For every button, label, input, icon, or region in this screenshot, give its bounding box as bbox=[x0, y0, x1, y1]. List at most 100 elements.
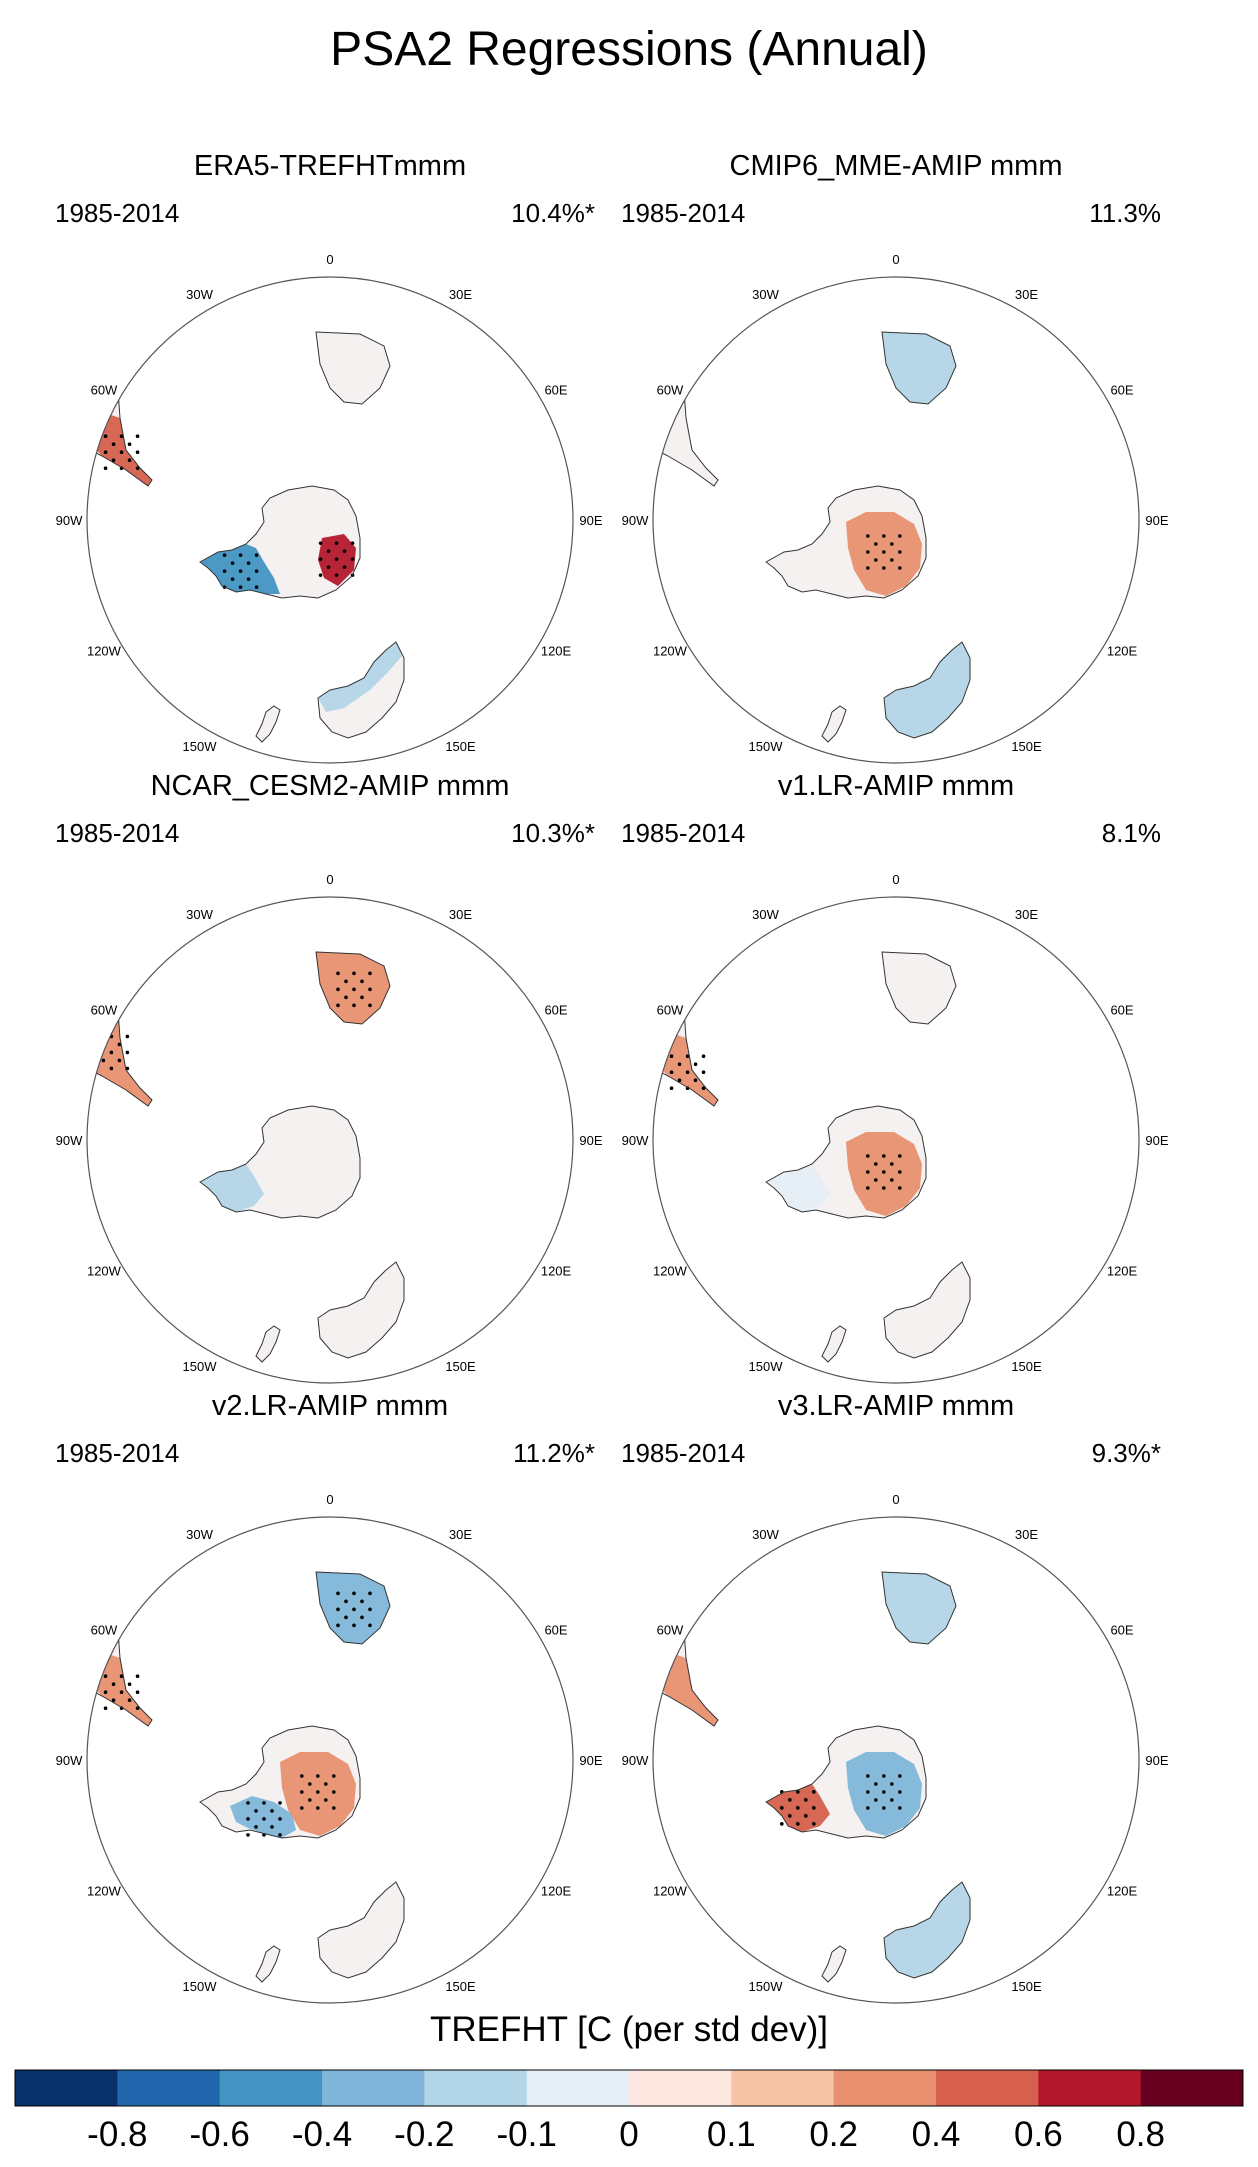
significance-dot bbox=[318, 541, 323, 545]
map-panel: CMIP6_MME-AMIP mmm 1985-2014 11.3% 0 30E 60E 9… bbox=[596, 150, 1196, 764]
significance-dot bbox=[796, 1790, 800, 1794]
longitude-label: 150E bbox=[445, 1359, 476, 1374]
significance-dot bbox=[127, 1682, 132, 1687]
panel-period: 1985-2014 bbox=[621, 198, 746, 228]
panel-title: v3.LR-AMIP mmm bbox=[777, 1390, 1015, 1422]
significance-dot bbox=[109, 1050, 114, 1055]
longitude-label: 60W bbox=[91, 383, 118, 398]
polar-map: 030E60E90E120E150E180150W120W90W60W30W bbox=[56, 872, 603, 1384]
longitude-label: 30W bbox=[752, 1527, 779, 1542]
significance-dot bbox=[135, 434, 140, 439]
significance-dot bbox=[352, 1003, 356, 1008]
significance-dot bbox=[308, 1798, 312, 1802]
significance-dot bbox=[368, 987, 372, 992]
longitude-label: 150W bbox=[749, 739, 784, 754]
significance-dot bbox=[246, 1801, 250, 1805]
significance-dot bbox=[119, 450, 124, 455]
coastline bbox=[255, 705, 281, 743]
anomaly-region bbox=[280, 1752, 356, 1836]
significance-dot bbox=[882, 550, 886, 554]
coastline bbox=[255, 1325, 281, 1363]
significance-dot bbox=[352, 1607, 356, 1612]
significance-dot bbox=[278, 1801, 282, 1805]
significance-dot bbox=[352, 1591, 356, 1596]
anomaly-region bbox=[882, 332, 956, 404]
significance-dot bbox=[119, 1690, 124, 1695]
significance-dot bbox=[103, 1706, 108, 1711]
land-base bbox=[256, 1326, 280, 1362]
significance-dot bbox=[316, 1806, 320, 1810]
colorbar-swatch bbox=[936, 2070, 1039, 2106]
colorbar-tick-label: 0.2 bbox=[809, 2115, 858, 2154]
coastline bbox=[315, 951, 391, 1025]
panel-variance: 11.3% bbox=[1089, 198, 1161, 228]
longitude-label: 90W bbox=[622, 1133, 649, 1148]
significance-dot bbox=[230, 577, 235, 581]
coastline bbox=[765, 485, 927, 599]
panel-variance: 10.3%* bbox=[511, 818, 595, 848]
colorbar-tick-label: 0.1 bbox=[707, 2115, 756, 2154]
longitude-label: 30W bbox=[752, 287, 779, 302]
longitude-label: 120E bbox=[1107, 644, 1138, 659]
significance-dot bbox=[866, 1774, 870, 1778]
longitude-label: 30E bbox=[1015, 1527, 1038, 1542]
coastline bbox=[199, 485, 361, 599]
significance-dot bbox=[222, 553, 227, 557]
significance-dot bbox=[238, 569, 243, 573]
significance-dot bbox=[352, 1623, 356, 1628]
significance-dot bbox=[898, 550, 902, 554]
significance-dot bbox=[352, 971, 356, 976]
panel-period: 1985-2014 bbox=[55, 198, 180, 228]
coastline bbox=[317, 641, 405, 739]
longitude-label: 90E bbox=[1145, 513, 1168, 528]
significance-dot bbox=[890, 1162, 894, 1166]
coastline bbox=[315, 331, 391, 405]
colorbar-tick-label: 0.8 bbox=[1116, 2115, 1165, 2154]
significance-dot bbox=[788, 1798, 792, 1802]
significance-dot bbox=[93, 1034, 98, 1039]
coastline bbox=[315, 1571, 391, 1645]
significance-dot bbox=[866, 534, 870, 538]
map-panel: NCAR_CESM2-AMIP mmm 1985-2014 10.3%* 0 30E 60… bbox=[30, 770, 630, 1384]
significance-dot bbox=[882, 1774, 886, 1778]
colorbar-swatch bbox=[731, 2070, 835, 2106]
significance-dot bbox=[874, 558, 878, 562]
significance-dot bbox=[874, 1178, 878, 1182]
significance-dot bbox=[300, 1790, 304, 1794]
significance-dot bbox=[882, 1806, 886, 1810]
longitude-label: 60E bbox=[1110, 383, 1133, 398]
panel-title: CMIP6_MME-AMIP mmm bbox=[729, 150, 1063, 182]
significance-dot bbox=[701, 1070, 706, 1075]
significance-dot bbox=[780, 1806, 784, 1810]
significance-dot bbox=[117, 1058, 122, 1063]
longitude-label: 30W bbox=[186, 287, 213, 302]
anomaly-region bbox=[200, 544, 280, 594]
significance-dot bbox=[898, 1790, 902, 1794]
longitude-label: 120W bbox=[87, 1264, 122, 1279]
longitude-label: 90E bbox=[579, 513, 602, 528]
significance-dot bbox=[111, 442, 116, 447]
significance-dot bbox=[111, 1698, 116, 1703]
significance-dot bbox=[368, 971, 372, 976]
colorbar-swatch bbox=[15, 2070, 118, 2106]
longitude-label: 120W bbox=[87, 644, 122, 659]
significance-dot bbox=[344, 1599, 348, 1604]
polar-map: 030E60E90E120E150E180150W120W90W60W30W bbox=[56, 252, 603, 764]
significance-dot bbox=[780, 1822, 784, 1826]
significance-dot bbox=[866, 1170, 870, 1174]
colorbar-title: TREFHT [C (per std dev)] bbox=[429, 2010, 829, 2049]
longitude-label: 90W bbox=[56, 1133, 83, 1148]
significance-dot bbox=[866, 550, 870, 554]
longitude-label: 120W bbox=[653, 1884, 688, 1899]
significance-dot bbox=[238, 553, 243, 557]
longitude-label: 60E bbox=[544, 1003, 567, 1018]
significance-dot bbox=[308, 1782, 312, 1786]
anomaly-region bbox=[846, 512, 922, 596]
panel-period: 1985-2014 bbox=[621, 818, 746, 848]
longitude-label: 150W bbox=[183, 739, 218, 754]
significance-dot bbox=[866, 566, 870, 570]
colorbar-tick-label: -0.4 bbox=[292, 2115, 352, 2154]
colorbar-tick-label: -0.8 bbox=[87, 2115, 147, 2154]
polar-map: 030E60E90E120E150E180150W120W90W60W30W bbox=[622, 1492, 1169, 2004]
significance-dot bbox=[222, 569, 227, 573]
